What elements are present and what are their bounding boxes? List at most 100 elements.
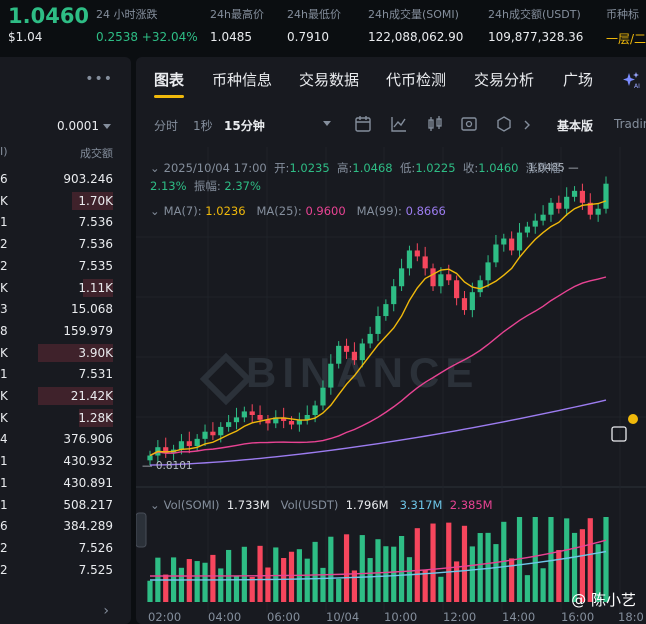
trade-row: 1 7.536 xyxy=(0,212,131,232)
candle-body xyxy=(359,343,365,361)
ohlc-legend: ⌄ 2025/10/04 17:00 开:1.0235 高:1.0468 低:1… xyxy=(150,159,640,195)
trade-amount: 8 xyxy=(0,323,8,338)
interval-15m[interactable]: 15分钟 xyxy=(224,119,265,133)
volume-bar xyxy=(194,561,200,602)
tab-trade-data[interactable]: 交易数据 xyxy=(299,71,360,89)
tab-token-check[interactable]: 代币检测 xyxy=(386,71,447,89)
calendar-icon[interactable] xyxy=(354,115,372,133)
candle-body xyxy=(501,238,507,245)
ma99-label: MA(99): xyxy=(356,204,402,218)
more-options-icon[interactable]: ••• xyxy=(85,71,113,87)
trade-volume-bar xyxy=(71,191,113,210)
trade-row: 8 159.979 xyxy=(0,321,131,341)
volume-bar xyxy=(548,517,554,602)
indicator-icon[interactable] xyxy=(390,115,408,133)
volume-bar xyxy=(163,574,169,602)
candle-body xyxy=(595,208,601,215)
candle-body xyxy=(540,214,546,221)
trade-turnover: 430.891 xyxy=(63,475,113,490)
ma-collapse-icon[interactable]: ⌄ xyxy=(150,204,160,218)
candle-type-icon[interactable] xyxy=(426,115,444,133)
basic-view-toggle[interactable]: 基本版 xyxy=(557,119,594,133)
vol-ma-b-value: 2.385M xyxy=(449,498,493,512)
volume-bar xyxy=(556,550,562,602)
notification-dot[interactable] xyxy=(628,414,638,424)
candle-body xyxy=(265,419,271,424)
trade-row: 4 376.906 xyxy=(0,429,131,449)
market-stats-bar: 1.0460 $1.04 24 小时涨跌 0.2538 +32.04% 24h最高价… xyxy=(0,0,646,52)
volume-bar xyxy=(328,536,334,602)
trade-amount: K xyxy=(0,193,8,208)
ma-legend: ⌄ MA(7): 1.0236 MA(25): 0.9600 MA(99): 0… xyxy=(150,204,446,218)
volume-bar xyxy=(210,554,216,602)
trade-turnover: 159.979 xyxy=(63,323,113,338)
hexagon-icon[interactable] xyxy=(496,115,512,133)
candle-body xyxy=(343,345,350,352)
candle-body xyxy=(406,250,413,269)
binance-logo-icon xyxy=(199,352,253,406)
tab-coin-info[interactable]: 币种信息 xyxy=(212,71,273,89)
settings-panel-icon[interactable] xyxy=(460,115,478,133)
open-value: 1.0235 xyxy=(289,161,330,175)
chevron-right-icon[interactable]: › xyxy=(103,603,109,619)
candle-body xyxy=(281,417,287,421)
svg-text:AI: AI xyxy=(634,83,640,89)
trade-volume-bar xyxy=(38,343,113,362)
trade-turnover: 7.536 xyxy=(78,215,113,230)
chevron-right-icon[interactable] xyxy=(523,120,531,130)
amplitude-label: 振幅: xyxy=(193,179,221,193)
candlestick-chart[interactable]: BINANCE 1.0485 — — 0.8101 02:00 04:00 06:00 10… xyxy=(136,147,646,624)
chevron-down-icon[interactable] xyxy=(322,120,332,128)
x-axis-tick: 18:0 xyxy=(618,610,644,624)
volume-bar xyxy=(375,539,381,602)
tab-trade-analysis[interactable]: 交易分析 xyxy=(474,71,535,89)
last-price: 1.0460 xyxy=(8,4,90,28)
trades-panel: ••• 0.0001 I) 成交额 6 903.246 K 1.70K 1 7.536 2 7… xyxy=(0,57,131,624)
candle-body xyxy=(273,417,279,424)
volume-bar xyxy=(493,544,499,602)
precision-select[interactable]: 0.0001 xyxy=(57,119,111,133)
trade-volume-bar xyxy=(38,387,113,405)
volume-bar xyxy=(178,567,185,602)
candle-body xyxy=(210,431,216,436)
ohlc-collapse-icon[interactable]: ⌄ xyxy=(150,161,160,175)
high-price-marker: 1.0485 — xyxy=(528,162,579,174)
volume-bar xyxy=(595,544,601,602)
interval-1s[interactable]: 1秒 xyxy=(193,119,213,133)
candle-body xyxy=(603,183,609,209)
active-tab-indicator xyxy=(154,95,184,98)
trade-row: 6 384.289 xyxy=(0,516,131,536)
interval-time[interactable]: 分时 xyxy=(154,119,179,133)
amplitude-value: 2.37% xyxy=(224,179,261,193)
trade-amount: K xyxy=(0,345,8,360)
volume-bar xyxy=(304,558,310,602)
candle-body xyxy=(438,274,444,287)
volume-bar xyxy=(603,517,609,602)
trade-turnover: 7.535 xyxy=(78,258,113,273)
trade-row: K 3.90K xyxy=(0,343,131,363)
volume-collapse-icon[interactable]: ⌄ xyxy=(150,498,160,512)
tab-square[interactable]: 广场 xyxy=(563,71,594,89)
trade-row: K 1.70K xyxy=(0,191,131,211)
stat-value: 0.2538 +32.04% xyxy=(96,30,198,44)
trade-turnover: 376.906 xyxy=(63,432,113,447)
pane-resize-handle[interactable] xyxy=(136,512,147,548)
tab-chart[interactable]: 图表 xyxy=(154,71,185,89)
trade-amount: 2 xyxy=(0,237,8,252)
trade-amount: 1 xyxy=(0,475,8,490)
change-label: 涨跌幅: xyxy=(525,161,565,175)
ai-sparkle-icon[interactable]: AI xyxy=(622,71,642,89)
stat-value: 1.0485 xyxy=(210,30,252,44)
trade-row: 1 430.891 xyxy=(0,473,131,493)
chevron-down-icon xyxy=(103,124,111,129)
candle-body xyxy=(461,298,468,311)
trade-turnover: 508.217 xyxy=(63,497,113,512)
trade-amount: 2 xyxy=(0,540,8,555)
trade-row: 2 7.535 xyxy=(0,256,131,276)
tradingview-toggle[interactable]: Tradin xyxy=(614,117,646,131)
notes-icon[interactable] xyxy=(611,426,627,442)
stat-label: 24h最高价 xyxy=(210,8,264,21)
volume-bar xyxy=(288,551,295,602)
volume-bar xyxy=(241,546,247,602)
low-price-marker: — 0.8101 xyxy=(142,460,193,472)
